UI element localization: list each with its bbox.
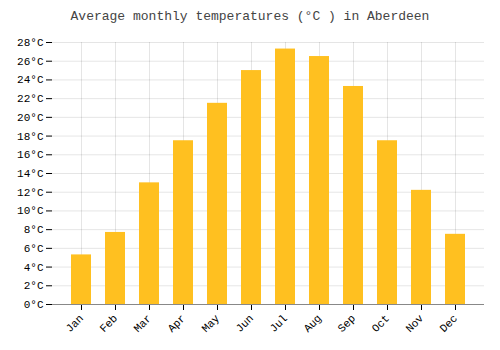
svg-text:18°C: 18°C [17,131,44,143]
svg-text:28°C: 28°C [17,37,44,49]
svg-text:Jul: Jul [268,312,290,334]
svg-text:Oct: Oct [370,312,392,334]
svg-text:Jan: Jan [64,312,86,334]
svg-text:20°C: 20°C [17,112,44,124]
svg-text:Nov: Nov [404,312,427,335]
svg-text:16°C: 16°C [17,149,44,161]
svg-text:Sep: Sep [336,312,358,334]
svg-text:14°C: 14°C [17,168,44,180]
svg-text:Mar: Mar [132,312,154,334]
html-text:Average monthly temperatures (: Average monthly temperatures (°C ) in Ab… [70,9,430,24]
svg-text:0°C: 0°C [24,299,44,311]
svg-text:10°C: 10°C [17,205,44,217]
svg-text:4°C: 4°C [24,262,44,274]
svg-text:26°C: 26°C [17,56,44,68]
svg-text:May: May [200,312,223,335]
svg-text:12°C: 12°C [17,187,44,199]
svg-text:Aug: Aug [302,312,324,334]
svg-text:Jun: Jun [234,312,256,334]
svg-text:Dec: Dec [438,312,460,334]
svg-text:Feb: Feb [98,312,120,334]
svg-text:6°C: 6°C [24,243,44,255]
svg-text:Apr: Apr [166,312,188,334]
svg-text:8°C: 8°C [24,224,44,236]
svg-text:2°C: 2°C [24,280,44,292]
svg-text:24°C: 24°C [17,74,44,86]
svg-text:22°C: 22°C [17,93,44,105]
